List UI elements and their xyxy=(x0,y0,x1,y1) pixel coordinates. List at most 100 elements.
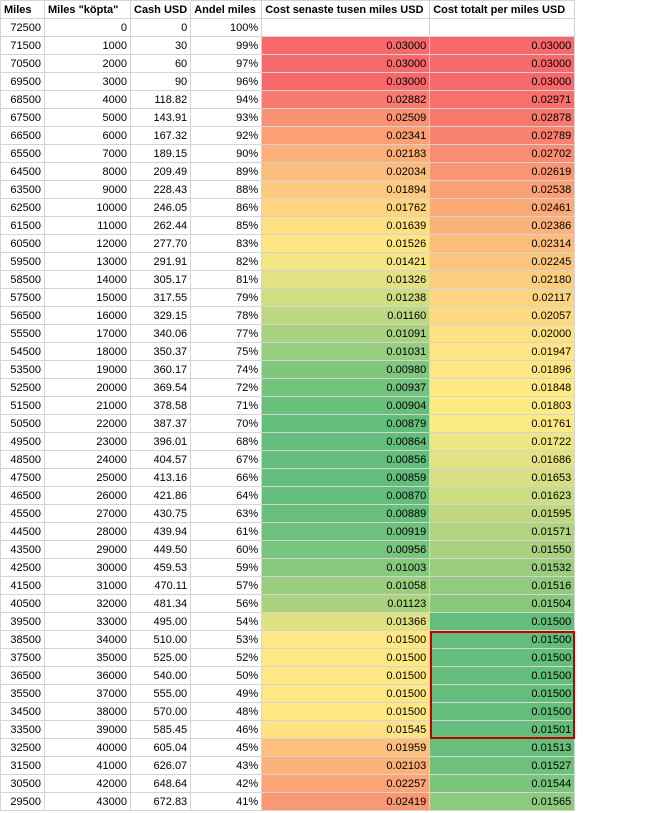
cell-cash-usd[interactable]: 305.17 xyxy=(129,270,192,289)
cell-cash-usd[interactable]: 626.07 xyxy=(129,756,192,775)
cell-share-miles[interactable]: 83% xyxy=(190,234,263,253)
cell-cash-usd[interactable]: 291.91 xyxy=(129,252,192,271)
cell-cost-last-thousand[interactable]: 0.02509 xyxy=(261,108,431,127)
header-miles-bought[interactable]: Miles "köpta" xyxy=(44,0,131,19)
cell-miles[interactable]: 50500 xyxy=(0,414,45,433)
cell-cash-usd[interactable]: 413.16 xyxy=(129,468,192,487)
header-miles[interactable]: Miles xyxy=(0,0,45,19)
cell-share-miles[interactable]: 70% xyxy=(190,414,263,433)
cell-cost-total-per-mile[interactable]: 0.02245 xyxy=(429,252,576,271)
cell-miles-bought[interactable]: 20000 xyxy=(44,378,131,397)
cell-miles-bought[interactable]: 40000 xyxy=(44,738,131,757)
cell-cash-usd[interactable]: 369.54 xyxy=(129,378,192,397)
cell-share-miles[interactable]: 99% xyxy=(190,36,263,55)
cell-share-miles[interactable]: 63% xyxy=(190,504,263,523)
cell-cost-last-thousand[interactable]: 0.00870 xyxy=(261,486,431,505)
cell-share-miles[interactable]: 46% xyxy=(190,720,263,739)
cell-miles[interactable]: 69500 xyxy=(0,72,45,91)
cell-cash-usd[interactable]: 396.01 xyxy=(129,432,192,451)
cell-miles-bought[interactable]: 6000 xyxy=(44,126,131,145)
cell-cash-usd[interactable]: 439.94 xyxy=(129,522,192,541)
cell-share-miles[interactable]: 97% xyxy=(190,54,263,73)
cell-cash-usd[interactable]: 90 xyxy=(129,72,192,91)
cell-cost-total-per-mile[interactable]: 0.02000 xyxy=(429,324,576,343)
cell-share-miles[interactable]: 61% xyxy=(190,522,263,541)
cell-miles-bought[interactable]: 25000 xyxy=(44,468,131,487)
cell-cost-last-thousand[interactable]: 0.01238 xyxy=(261,288,431,307)
cell-share-miles[interactable]: 67% xyxy=(190,450,263,469)
cell-cost-last-thousand[interactable]: 0.02034 xyxy=(261,162,431,181)
cell-cost-last-thousand[interactable]: 0.01545 xyxy=(261,720,431,739)
cell-miles[interactable]: 33500 xyxy=(0,720,45,739)
cell-cost-total-per-mile[interactable]: 0.01947 xyxy=(429,342,576,361)
cell-cost-last-thousand[interactable]: 0.01160 xyxy=(261,306,431,325)
cell-miles-bought[interactable]: 36000 xyxy=(44,666,131,685)
cell-cash-usd[interactable]: 525.00 xyxy=(129,648,192,667)
cell-miles[interactable]: 45500 xyxy=(0,504,45,523)
cell-share-miles[interactable]: 49% xyxy=(190,684,263,703)
cell-miles[interactable]: 72500 xyxy=(0,18,45,37)
cell-cost-last-thousand[interactable]: 0.02341 xyxy=(261,126,431,145)
cell-miles-bought[interactable]: 16000 xyxy=(44,306,131,325)
cell-miles-bought[interactable]: 39000 xyxy=(44,720,131,739)
cell-miles-bought[interactable]: 17000 xyxy=(44,324,131,343)
cell-cost-last-thousand[interactable]: 0.01639 xyxy=(261,216,431,235)
cell-cost-last-thousand[interactable]: 0.01058 xyxy=(261,576,431,595)
cell-cost-total-per-mile[interactable]: 0.02117 xyxy=(429,288,576,307)
header-cost-last-thousand[interactable]: Cost senaste tusen miles USD xyxy=(261,0,431,19)
cell-miles[interactable]: 66500 xyxy=(0,126,45,145)
cell-cost-total-per-mile[interactable]: 0.02180 xyxy=(429,270,576,289)
cell-share-miles[interactable]: 57% xyxy=(190,576,263,595)
cell-share-miles[interactable]: 77% xyxy=(190,324,263,343)
cell-miles[interactable]: 52500 xyxy=(0,378,45,397)
cell-cash-usd[interactable]: 449.50 xyxy=(129,540,192,559)
cell-cash-usd[interactable]: 481.34 xyxy=(129,594,192,613)
cell-cost-last-thousand[interactable]: 0.01500 xyxy=(261,666,431,685)
cell-cost-total-per-mile[interactable]: 0.01848 xyxy=(429,378,576,397)
cell-cost-total-per-mile[interactable]: 0.03000 xyxy=(429,36,576,55)
cell-miles-bought[interactable]: 32000 xyxy=(44,594,131,613)
cell-miles[interactable]: 49500 xyxy=(0,432,45,451)
cell-cost-total-per-mile[interactable]: 0.01516 xyxy=(429,576,576,595)
cell-cost-total-per-mile[interactable]: 0.01500 xyxy=(429,702,576,721)
cell-miles[interactable]: 37500 xyxy=(0,648,45,667)
cell-miles-bought[interactable]: 4000 xyxy=(44,90,131,109)
cell-share-miles[interactable]: 89% xyxy=(190,162,263,181)
cell-miles[interactable]: 40500 xyxy=(0,594,45,613)
cell-cost-last-thousand[interactable]: 0.01500 xyxy=(261,648,431,667)
cell-cost-total-per-mile[interactable] xyxy=(429,18,576,37)
cell-cash-usd[interactable]: 143.91 xyxy=(129,108,192,127)
cell-cash-usd[interactable]: 585.45 xyxy=(129,720,192,739)
cell-miles-bought[interactable]: 24000 xyxy=(44,450,131,469)
cell-miles[interactable]: 47500 xyxy=(0,468,45,487)
cell-share-miles[interactable]: 92% xyxy=(190,126,263,145)
cell-cost-total-per-mile[interactable]: 0.01722 xyxy=(429,432,576,451)
cell-miles[interactable]: 63500 xyxy=(0,180,45,199)
cell-miles-bought[interactable]: 30000 xyxy=(44,558,131,577)
cell-miles[interactable]: 38500 xyxy=(0,630,45,649)
cell-miles[interactable]: 59500 xyxy=(0,252,45,271)
cell-cash-usd[interactable]: 60 xyxy=(129,54,192,73)
cell-cost-last-thousand[interactable]: 0.01526 xyxy=(261,234,431,253)
cell-cost-last-thousand[interactable]: 0.01959 xyxy=(261,738,431,757)
cell-cash-usd[interactable]: 30 xyxy=(129,36,192,55)
cell-share-miles[interactable]: 82% xyxy=(190,252,263,271)
cell-cost-total-per-mile[interactable]: 0.02702 xyxy=(429,144,576,163)
cell-cost-total-per-mile[interactable]: 0.01500 xyxy=(429,612,576,631)
cell-cash-usd[interactable]: 228.43 xyxy=(129,180,192,199)
cell-cost-total-per-mile[interactable]: 0.01761 xyxy=(429,414,576,433)
cell-cash-usd[interactable]: 570.00 xyxy=(129,702,192,721)
cell-cost-last-thousand[interactable]: 0.02183 xyxy=(261,144,431,163)
cell-cost-last-thousand[interactable] xyxy=(261,18,431,37)
cell-cost-last-thousand[interactable]: 0.01123 xyxy=(261,594,431,613)
cell-share-miles[interactable]: 71% xyxy=(190,396,263,415)
cell-cost-total-per-mile[interactable]: 0.01544 xyxy=(429,774,576,793)
cell-miles[interactable]: 51500 xyxy=(0,396,45,415)
cell-miles[interactable]: 43500 xyxy=(0,540,45,559)
cell-miles-bought[interactable]: 2000 xyxy=(44,54,131,73)
cell-miles[interactable]: 42500 xyxy=(0,558,45,577)
cell-cost-total-per-mile[interactable]: 0.02461 xyxy=(429,198,576,217)
cell-miles-bought[interactable]: 43000 xyxy=(44,792,131,811)
cell-cost-last-thousand[interactable]: 0.01500 xyxy=(261,684,431,703)
cell-miles[interactable]: 29500 xyxy=(0,792,45,811)
